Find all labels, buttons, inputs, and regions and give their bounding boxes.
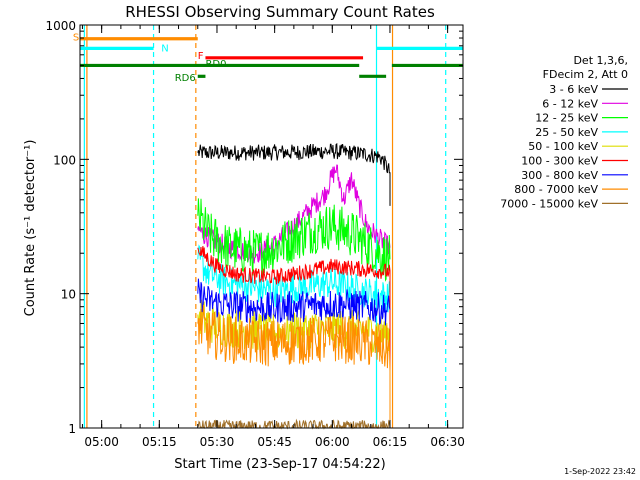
legend-header: Det 1,3,6, [573,54,628,67]
x-tick-label: 05:00 [84,435,119,449]
x-tick-label: 05:15 [142,435,177,449]
legend-label: 25 - 50 keV [535,126,598,139]
plot-background [80,25,463,428]
y-tick-label: 100 [53,153,76,167]
chart-title: RHESSI Observing Summary Count Rates [125,3,435,21]
y-tick-label: 1 [68,422,76,436]
legend-label: 3 - 6 keV [549,83,598,96]
y-tick-label: 1000 [45,19,76,33]
x-tick-label: 05:45 [257,435,292,449]
legend-label: 12 - 25 keV [535,112,598,125]
plot-area [80,25,463,428]
series-100-300-kev [197,245,391,388]
flag-label-s: S [73,33,79,44]
flag-label-n: N [161,43,168,54]
y-axis-label: Count Rate (s⁻¹ detector⁻¹) [23,140,38,317]
series-3-6-kev [197,142,391,206]
series-layer [83,25,447,430]
flag-label-rd0: RD0 [205,59,226,70]
x-tick-label: 05:30 [200,435,235,449]
series-12-25-kev [197,198,391,282]
legend-label: 6 - 12 keV [542,97,598,110]
y-tick-label: 10 [61,288,76,302]
series-300-800-kev [197,278,391,326]
timestamp-stamp: 1-Sep-2022 23:42 [564,467,636,476]
x-axis-label: Start Time (23-Sep-17 04:54:22) [174,457,385,472]
series-6-12-kev [197,164,391,264]
legend-label: 800 - 7000 keV [514,183,598,196]
legend-label: 100 - 300 keV [521,155,598,168]
series-800-7000-kev [197,304,391,428]
plot-frame [79,24,464,429]
flag-label-f: F [198,51,204,62]
flag-label-rd6: RD6 [175,73,196,84]
legend-label: 7000 - 15000 keV [500,197,598,210]
axes: 05:00 05:15 05:30 05:45 06:00 06:15 06:30 1 10 10… [45,19,464,449]
x-tick-label: 06:30 [430,435,465,449]
x-tick-label: 06:15 [373,435,408,449]
legend-label: 300 - 800 keV [521,169,598,182]
legend-label: 50 - 100 keV [528,140,598,153]
x-tick-label: 06:00 [315,435,350,449]
legend-header: FDecim 2, Att 0 [543,68,628,81]
